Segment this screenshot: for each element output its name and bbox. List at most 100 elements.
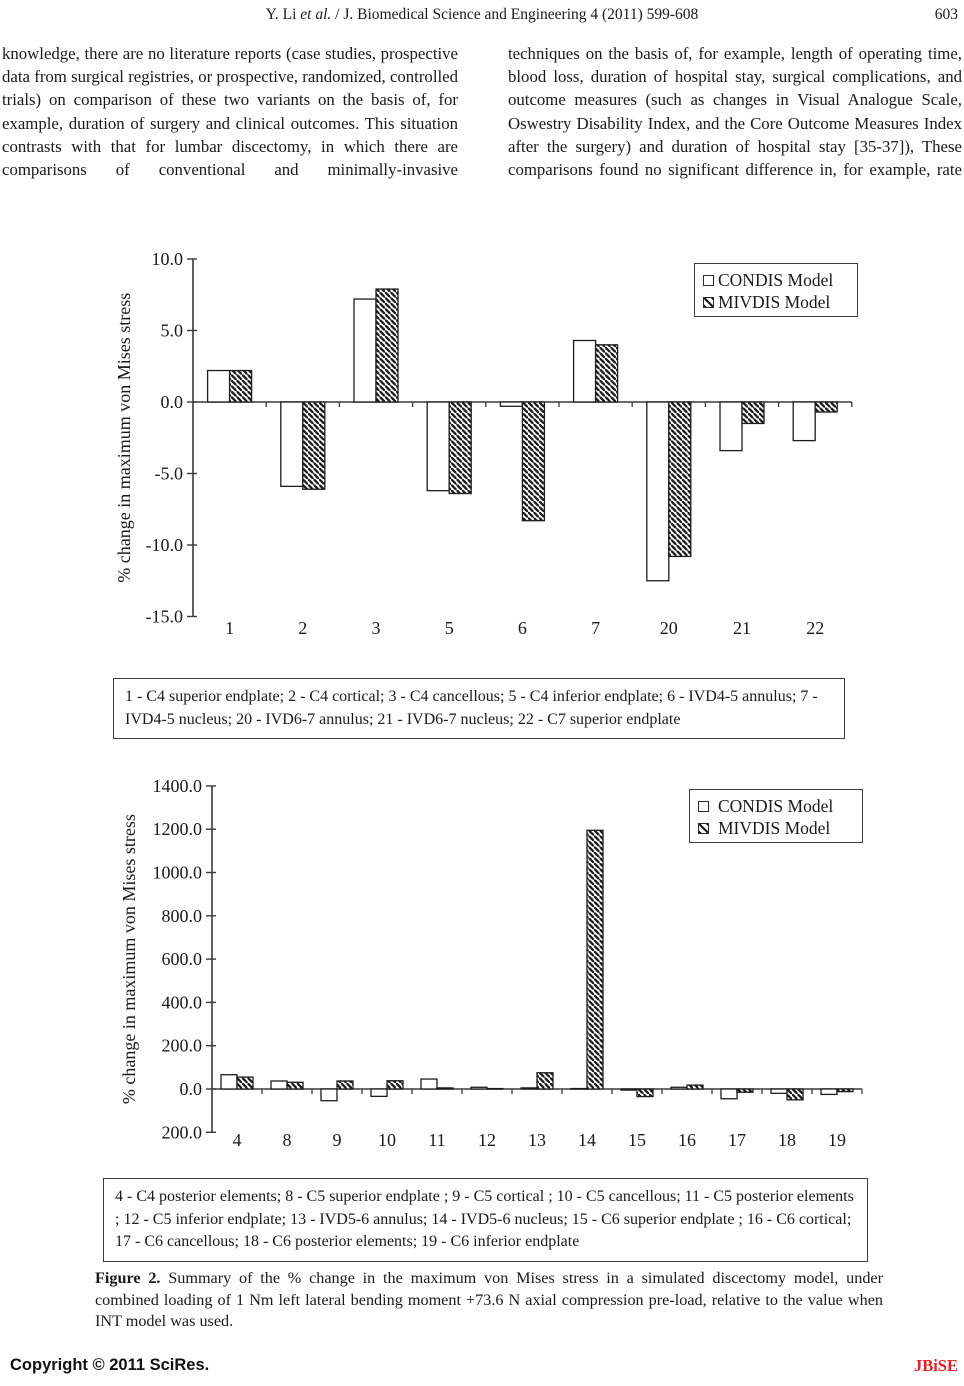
chart-1-legend: CONDIS Model MIVDIS Model: [694, 263, 858, 317]
bar-condis-8: [270, 1080, 288, 1090]
y-tick-label: 600.0: [162, 949, 203, 969]
y-tick-label: -15.0: [146, 607, 184, 627]
bar-condis-1: [206, 369, 231, 403]
y-tick-label: -10.0: [146, 535, 184, 555]
x-tick-label: 21: [733, 618, 751, 638]
y-tick-label: 1200.0: [153, 819, 203, 839]
bar-mivdis-17: [736, 1088, 754, 1093]
x-tick-label: 19: [828, 1130, 846, 1150]
bar-mivdis-3: [375, 288, 399, 403]
chart-2-legend-row-mivdis: MIVDIS Model: [698, 817, 856, 839]
x-tick-label: 15: [628, 1130, 646, 1150]
bar-mivdis-8: [286, 1081, 304, 1090]
x-tick-label: 20: [660, 618, 678, 638]
bar-mivdis-6: [521, 401, 546, 522]
bar-mivdis-7: [594, 344, 619, 403]
bar-condis-2: [280, 401, 304, 488]
x-tick-label: 3: [372, 618, 381, 638]
bar-mivdis-4: [236, 1076, 254, 1090]
chart-1-legend-label-condis: CONDIS Model: [718, 269, 834, 290]
x-tick-label: 14: [578, 1130, 596, 1150]
x-tick-label: 11: [428, 1130, 445, 1150]
running-title: Y. Li et al. / J. Biomedical Science and…: [0, 6, 964, 24]
x-tick-label: 6: [518, 618, 527, 638]
condis-open-square-icon: [703, 274, 714, 286]
bar-condis-9: [320, 1088, 338, 1102]
bar-condis-17: [720, 1088, 738, 1100]
bar-condis-20: [646, 401, 670, 582]
bar-condis-18: [770, 1088, 788, 1094]
chart-2-legend-row-condis: CONDIS Model: [698, 795, 856, 817]
bar-condis-21: [719, 401, 743, 452]
bar-mivdis-15: [636, 1088, 654, 1098]
bar-mivdis-16: [686, 1084, 704, 1090]
bar-condis-19: [820, 1088, 838, 1096]
bar-mivdis-21: [741, 401, 765, 425]
bar-mivdis-1: [228, 369, 253, 403]
bar-mivdis-2: [302, 401, 326, 490]
page-number: 603: [934, 6, 958, 23]
bar-mivdis-13: [536, 1072, 554, 1090]
y-tick-label: -5.0: [155, 464, 184, 484]
bar-mivdis-18: [786, 1088, 804, 1101]
page-footer: Copyright © 2011 SciRes. JBiSE: [0, 1356, 964, 1380]
y-axis-title: % change in maximum von Mises stress: [119, 814, 139, 1104]
x-tick-label: 8: [283, 1130, 292, 1150]
bar-mivdis-11: [436, 1087, 454, 1090]
figure-caption-text: Summary of the % change in the maximum v…: [95, 1269, 883, 1330]
y-tick-label: 200.0: [162, 1122, 203, 1142]
figure-caption-label: Figure 2.: [95, 1269, 161, 1287]
bar-mivdis-5: [448, 401, 472, 495]
chart-1-legend-row-mivdis: MIVDIS Model: [703, 291, 851, 313]
chart-2-key-box: 4 - C4 posterior elements; 8 - C5 superi…: [103, 1178, 868, 1262]
bar-mivdis-19: [836, 1088, 854, 1093]
y-axis-title: % change in maximum von Mises stress: [114, 293, 134, 583]
chart-1-plot-svg: 10.0 5.0 0.0 -5.0 -10.0 -15.0 % change in maxi…: [114, 249, 853, 638]
chart-2-plot-svg: 1400.0 1200.0 1000.0 800.0 600.0 400.0 200.0 0.…: [119, 776, 863, 1150]
journal-logo-text: JBiSE: [913, 1356, 958, 1375]
chart-1-legend-row-condis: CONDIS Model: [703, 269, 851, 291]
bar-condis-13: [520, 1087, 538, 1090]
x-tick-label: 18: [778, 1130, 796, 1150]
y-tick-label: 0.0: [180, 1079, 203, 1099]
y-tick-label: 1400.0: [153, 776, 203, 796]
x-tick-label: 12: [478, 1130, 496, 1150]
bar-condis-4: [220, 1074, 238, 1090]
bar-mivdis-12: [486, 1087, 504, 1090]
body-text-right-column: techniques on the basis of, for example,…: [508, 44, 962, 180]
chart-2-legend-label-condis: CONDIS Model: [718, 795, 834, 816]
chart-1-legend-label-mivdis: MIVDIS Model: [718, 291, 831, 312]
bar-mivdis-14: [586, 829, 604, 1090]
running-title-etal: et al.: [300, 6, 332, 23]
bar-mivdis-22: [814, 401, 838, 413]
bar-condis-12: [470, 1086, 488, 1090]
figure-caption: Figure 2. Summary of the % change in the…: [95, 1268, 883, 1333]
y-tick-label: 5.0: [161, 321, 184, 341]
body-text-left-column: knowledge, there are no literature repor…: [2, 44, 458, 180]
x-tick-label: 13: [528, 1130, 546, 1150]
mivdis-hatched-square-icon: [703, 296, 714, 308]
x-tick-label: 9: [333, 1130, 342, 1150]
y-tick-label: 0.0: [161, 392, 184, 412]
bar-condis-6: [499, 401, 524, 407]
y-tick-label: 800.0: [162, 906, 203, 926]
x-tick-label: 16: [678, 1130, 696, 1150]
bar-mivdis-10: [386, 1080, 404, 1090]
page-header: Y. Li et al. / J. Biomedical Science and…: [0, 6, 964, 28]
chart-2-legend: CONDIS Model MIVDIS Model: [689, 789, 863, 843]
x-tick-label: 17: [728, 1130, 746, 1150]
copyright-text: Copyright © 2011 SciRes.: [10, 1356, 210, 1374]
chart-2-stress-large-range: 1400.0 1200.0 1000.0 800.0 600.0 400.0 200.0 0.…: [110, 775, 880, 1162]
bar-condis-15: [620, 1088, 638, 1091]
chart-1-stress-small-range: 10.0 5.0 0.0 -5.0 -10.0 -15.0 % change in maxi…: [110, 237, 870, 662]
x-tick-label: 7: [591, 618, 600, 638]
y-tick-label: 400.0: [162, 992, 203, 1012]
bar-condis-3: [353, 298, 377, 403]
running-title-journal: / J. Biomedical Science and Engineering …: [331, 6, 699, 23]
y-tick-label: 10.0: [152, 249, 184, 269]
bar-condis-10: [370, 1088, 388, 1098]
bar-condis-14: [570, 1087, 588, 1090]
chart-2-legend-label-mivdis: MIVDIS Model: [718, 817, 831, 838]
bar-condis-5: [426, 401, 450, 492]
